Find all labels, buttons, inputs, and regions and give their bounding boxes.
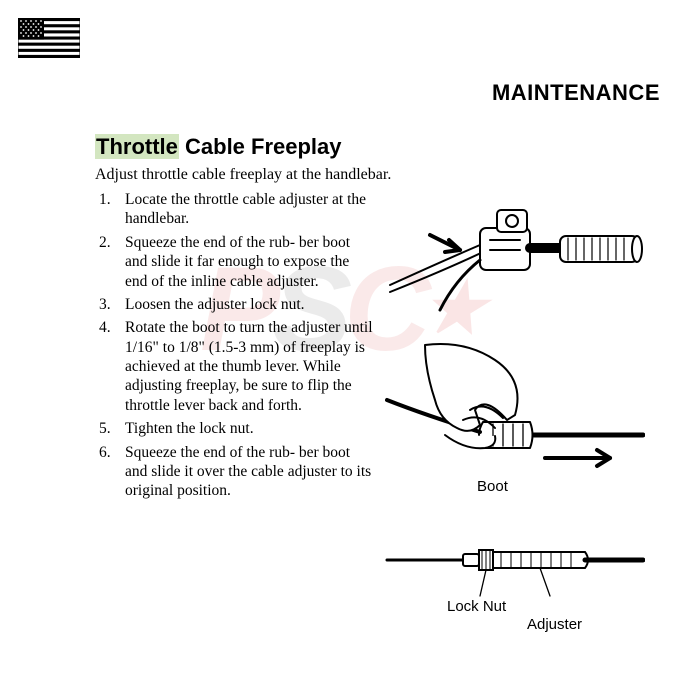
figure-boot: Boot xyxy=(385,340,650,510)
title-highlight: Throttle xyxy=(95,134,179,159)
figure-handlebar xyxy=(385,190,650,330)
manual-page: MAINTENANCE Throttle Cable Freeplay Adju… xyxy=(0,0,700,688)
figures-column: Boot xyxy=(385,190,650,658)
step-item: Squeeze the end of the rub- ber boot and… xyxy=(95,443,375,501)
steps-list: Locate the throttle cable adjuster at th… xyxy=(95,190,375,501)
step-item: Rotate the boot to turn the adjuster unt… xyxy=(95,318,375,415)
intro-text: Adjust throttle cable freeplay at the ha… xyxy=(95,166,650,184)
us-flag-icon xyxy=(18,18,80,58)
step-item: Loosen the adjuster lock nut. xyxy=(95,295,375,314)
label-boot: Boot xyxy=(477,478,508,495)
steps-column: Locate the throttle cable adjuster at th… xyxy=(95,190,375,658)
label-locknut: Lock Nut xyxy=(447,598,506,615)
page-title: Throttle Cable Freeplay xyxy=(95,134,650,160)
step-item: Squeeze the end of the rub- ber boot and… xyxy=(95,233,375,291)
step-item: Tighten the lock nut. xyxy=(95,419,375,438)
section-header: MAINTENANCE xyxy=(95,80,660,106)
label-adjuster: Adjuster xyxy=(527,616,582,633)
figure-adjuster: Lock Nut Adjuster xyxy=(385,528,650,658)
step-item: Locate the throttle cable adjuster at th… xyxy=(95,190,375,229)
title-rest: Cable Freeplay xyxy=(179,134,342,159)
